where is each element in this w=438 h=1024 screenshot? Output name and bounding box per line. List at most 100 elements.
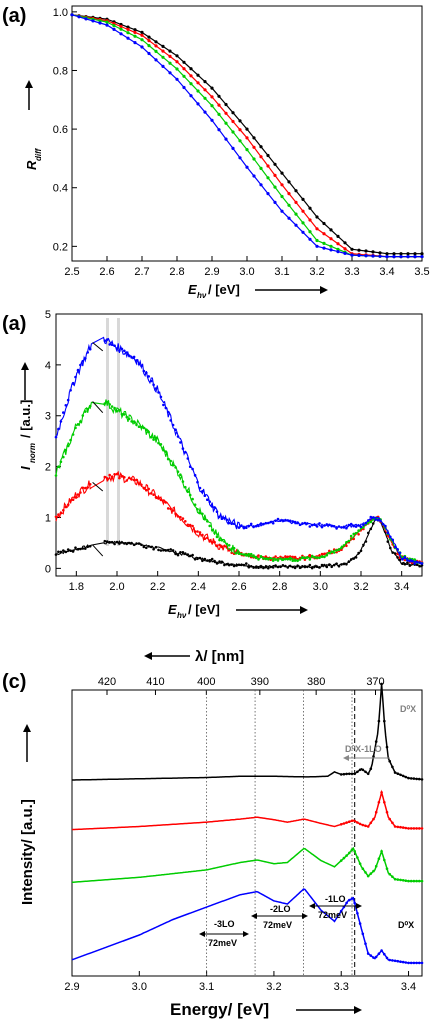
data-point: [227, 521, 231, 525]
data-point: [196, 73, 200, 77]
data-point: [378, 251, 382, 255]
data-point: [110, 405, 114, 408]
data-point: [164, 450, 168, 453]
data-point: [174, 512, 177, 516]
data-point: [252, 174, 256, 178]
data-point: [372, 869, 375, 873]
x-tick-label: 3.2: [266, 981, 281, 993]
data-point: [352, 532, 356, 536]
data-point: [415, 561, 419, 564]
data-point: [357, 253, 361, 257]
data-point: [404, 775, 408, 779]
data-point: [408, 564, 412, 567]
data-point: [137, 482, 141, 486]
data-point: [359, 525, 363, 529]
data-point: [119, 24, 123, 29]
data-point: [181, 551, 185, 554]
data-point: [108, 403, 111, 406]
data-point: [353, 901, 357, 905]
data-point: [176, 515, 180, 518]
data-point: [330, 550, 334, 553]
data-point: [291, 520, 295, 523]
data-point: [279, 557, 282, 560]
data-point: [406, 252, 410, 256]
x-tick-label: 3.3: [344, 266, 359, 278]
data-point: [159, 549, 163, 552]
series-line: [71, 846, 422, 884]
data-point: [293, 559, 297, 562]
data-point: [62, 411, 65, 414]
data-point: [266, 176, 270, 180]
data-point: [88, 544, 92, 548]
data-point: [88, 483, 92, 486]
data-point: [175, 67, 179, 71]
y-tick-label: 2: [45, 462, 51, 474]
data-point: [399, 255, 403, 259]
panel-1-xlabel: E hν / [eV]: [188, 282, 328, 300]
data-point: [54, 435, 58, 439]
x-tick-label: 3.0: [313, 581, 328, 593]
data-point: [59, 511, 63, 515]
data-point: [364, 942, 367, 945]
data-point: [391, 538, 395, 542]
panel-3-annotations: D⁰X D⁰X-1LO D⁰X -3LO 72meV -2LO 72meV -1…: [199, 704, 416, 948]
data-point: [415, 827, 418, 830]
data-point: [267, 557, 270, 561]
data-point: [206, 520, 209, 523]
data-point: [169, 507, 172, 511]
data-point: [356, 770, 359, 774]
data-point: [74, 426, 77, 430]
data-point: [347, 523, 351, 527]
data-point: [127, 354, 131, 358]
data-point: [118, 349, 121, 352]
data-point: [182, 67, 186, 71]
series-3: [70, 13, 424, 259]
data-point: [110, 540, 114, 544]
data-point: [225, 518, 229, 522]
lo2-marker: -2LO 72meV: [251, 904, 308, 930]
data-point: [271, 521, 275, 525]
data-point: [119, 32, 123, 36]
panel-2-gray-band: [106, 318, 120, 546]
top-axis-label: λ/ [nm]: [195, 648, 244, 665]
data-point: [374, 740, 378, 743]
data-point: [168, 49, 172, 53]
series-2: [54, 399, 424, 565]
data-point: [294, 200, 298, 204]
data-point: [337, 564, 341, 568]
data-point: [179, 515, 182, 519]
data-point: [273, 162, 277, 166]
data-point: [103, 402, 107, 405]
x-tick-label: 2.6: [99, 266, 114, 278]
data-point: [407, 776, 410, 780]
data-point: [413, 255, 417, 259]
data-point: [415, 563, 419, 567]
data-point: [135, 542, 138, 545]
data-point: [356, 821, 359, 824]
data-point: [79, 420, 82, 423]
data-point: [301, 522, 304, 525]
data-point: [135, 478, 138, 482]
x-tick-label: 2.4: [191, 581, 206, 593]
data-point: [235, 525, 238, 528]
data-point: [86, 351, 89, 354]
data-point: [383, 952, 386, 956]
data-point: [420, 255, 424, 259]
data-point: [245, 562, 248, 565]
data-point: [174, 428, 177, 432]
data-point: [120, 412, 124, 416]
data-point: [287, 216, 291, 220]
data-point: [323, 524, 326, 527]
panel-3: (c) λ/ [nm] 2.9 3.0 3.1 3.2 3.3 3.4 420 410 400 3…: [2, 648, 424, 1019]
top-tick-label: 390: [251, 676, 269, 688]
y-tick-label: 0.6: [53, 124, 68, 136]
data-point: [118, 409, 121, 412]
data-point: [353, 819, 357, 823]
data-point: [352, 537, 356, 541]
data-point: [220, 517, 224, 520]
data-point: [418, 961, 421, 965]
data-point: [210, 557, 214, 561]
data-point: [271, 559, 275, 562]
data-point: [140, 543, 143, 547]
data-point: [274, 519, 277, 522]
